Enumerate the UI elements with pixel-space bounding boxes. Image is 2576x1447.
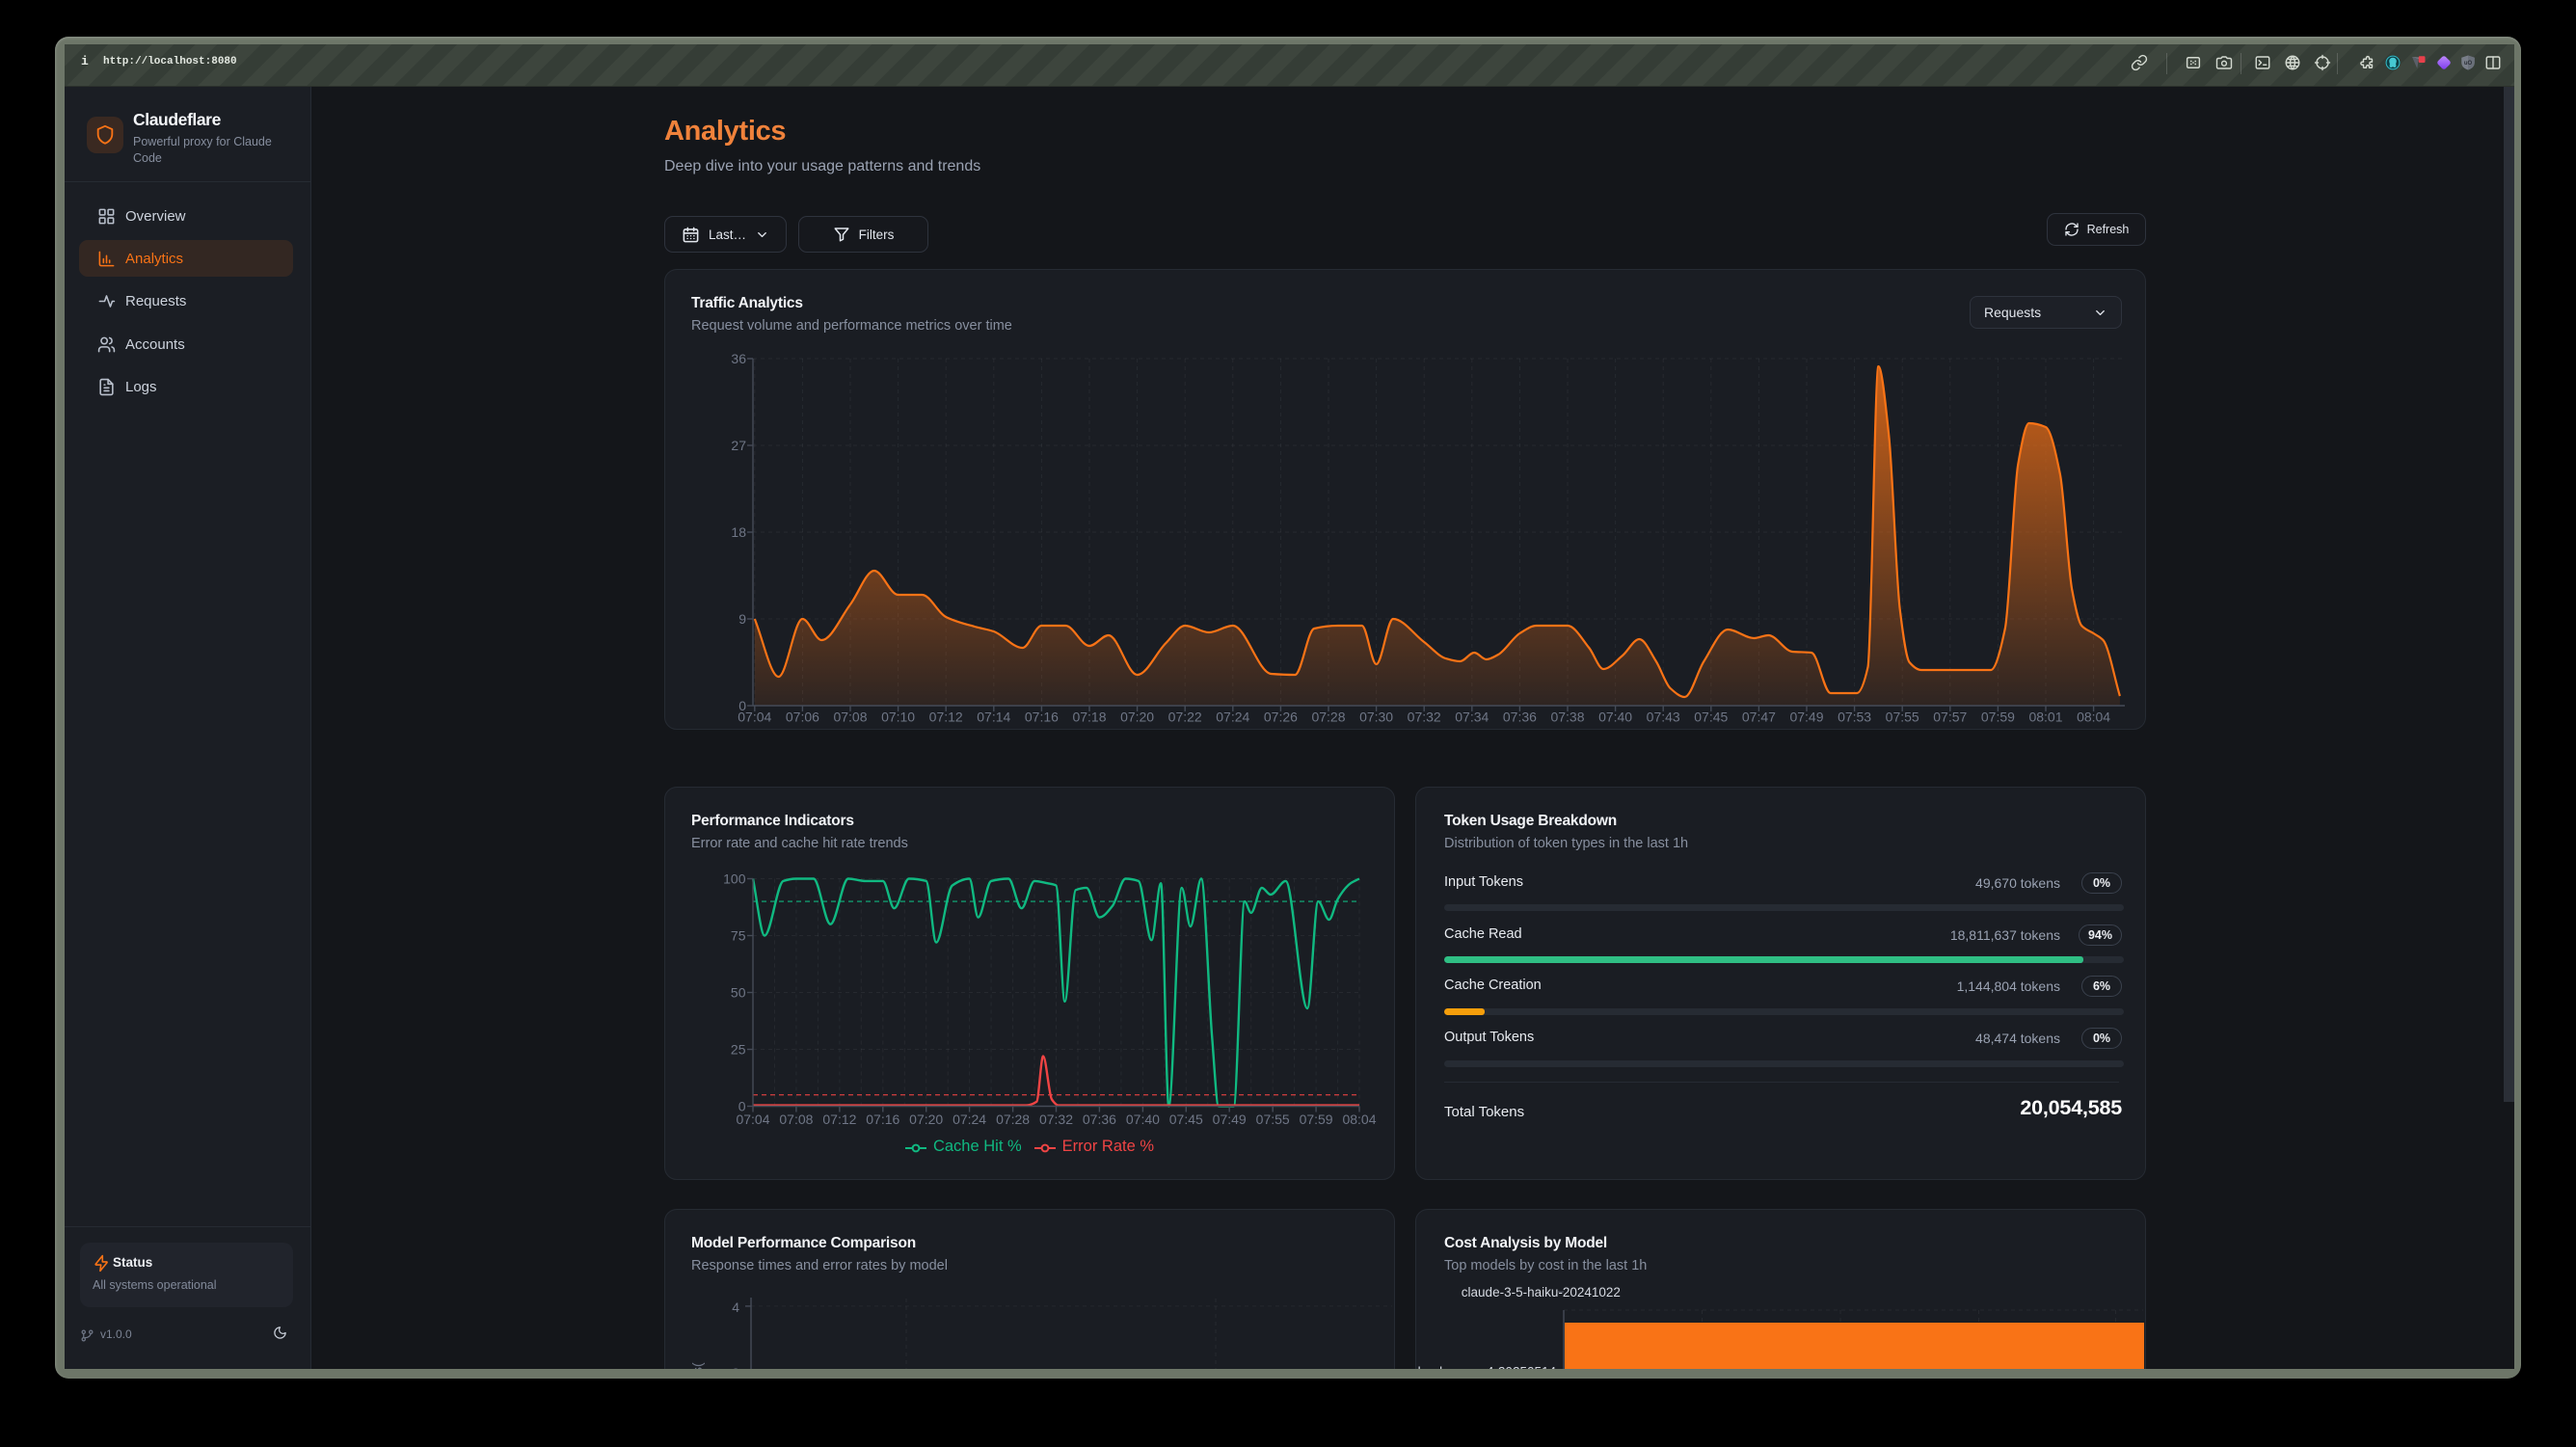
svg-text:50: 50 (731, 985, 746, 1001)
svg-text:07:55: 07:55 (1886, 710, 1919, 725)
svg-text:07:38: 07:38 (1550, 710, 1584, 725)
svg-text:0: 0 (738, 698, 746, 713)
svg-text:07:36: 07:36 (1503, 710, 1537, 725)
svg-text:s(: s( (689, 1362, 705, 1369)
svg-text:07:20: 07:20 (909, 1112, 943, 1127)
svg-text:07:34: 07:34 (1455, 710, 1489, 725)
svg-text:27: 27 (731, 438, 746, 453)
svg-text:08:04: 08:04 (1342, 1112, 1376, 1127)
svg-text:07:22: 07:22 (1168, 710, 1202, 725)
svg-text:07:26: 07:26 (1264, 710, 1298, 725)
svg-text:07:06: 07:06 (786, 710, 819, 725)
svg-text:07:14: 07:14 (977, 710, 1010, 725)
svg-text:07:40: 07:40 (1126, 1112, 1160, 1127)
svg-text:36: 36 (731, 351, 746, 366)
svg-text:100: 100 (723, 871, 746, 887)
svg-text:75: 75 (731, 928, 746, 944)
svg-text:07:24: 07:24 (1216, 710, 1249, 725)
svg-text:07:40: 07:40 (1598, 710, 1632, 725)
svg-text:08:01: 08:01 (2028, 710, 2062, 725)
svg-text:07:45: 07:45 (1694, 710, 1728, 725)
svg-text:claude-3-5-haiku-20241022: claude-3-5-haiku-20241022 (1462, 1285, 1621, 1300)
svg-text:uO: uO (2464, 61, 2473, 67)
svg-text:07:18: 07:18 (1072, 710, 1106, 725)
svg-text:0: 0 (738, 1099, 746, 1114)
svg-text:3: 3 (732, 1365, 739, 1369)
svg-text:07:12: 07:12 (929, 710, 963, 725)
svg-text:07:36: 07:36 (1083, 1112, 1116, 1127)
svg-text:07:43: 07:43 (1647, 710, 1680, 725)
svg-text:07:59: 07:59 (1981, 710, 2015, 725)
svg-text:07:28: 07:28 (1311, 710, 1345, 725)
svg-text:07:57: 07:57 (1933, 710, 1967, 725)
svg-text:07:30: 07:30 (1359, 710, 1393, 725)
svg-text:07:16: 07:16 (1025, 710, 1059, 725)
svg-text:claude-opus-4-20250514: claude-opus-4-20250514 (1416, 1365, 1556, 1370)
svg-text:07:24: 07:24 (953, 1112, 986, 1127)
svg-text:07:12: 07:12 (822, 1112, 856, 1127)
svg-text:4: 4 (732, 1300, 739, 1315)
svg-text:07:49: 07:49 (1213, 1112, 1247, 1127)
svg-text:07:49: 07:49 (1789, 710, 1823, 725)
svg-text:07:45: 07:45 (1169, 1112, 1203, 1127)
svg-text:07:53: 07:53 (1838, 710, 1871, 725)
svg-text:07:08: 07:08 (779, 1112, 813, 1127)
svg-text:07:08: 07:08 (833, 710, 867, 725)
svg-text:07:10: 07:10 (881, 710, 915, 725)
svg-text:25: 25 (731, 1042, 746, 1058)
svg-text:08:04: 08:04 (2077, 710, 2110, 725)
svg-text:07:59: 07:59 (1300, 1112, 1333, 1127)
svg-text:07:20: 07:20 (1120, 710, 1154, 725)
svg-text:07:04: 07:04 (738, 710, 771, 725)
svg-text:07:47: 07:47 (1742, 710, 1776, 725)
svg-text:07:28: 07:28 (996, 1112, 1030, 1127)
svg-text:07:04: 07:04 (736, 1112, 769, 1127)
svg-text:07:55: 07:55 (1256, 1112, 1290, 1127)
svg-text:07:32: 07:32 (1408, 710, 1441, 725)
svg-text:07:32: 07:32 (1039, 1112, 1073, 1127)
svg-text:9: 9 (738, 611, 746, 627)
svg-text:07:16: 07:16 (866, 1112, 899, 1127)
svg-text:18: 18 (731, 524, 746, 540)
